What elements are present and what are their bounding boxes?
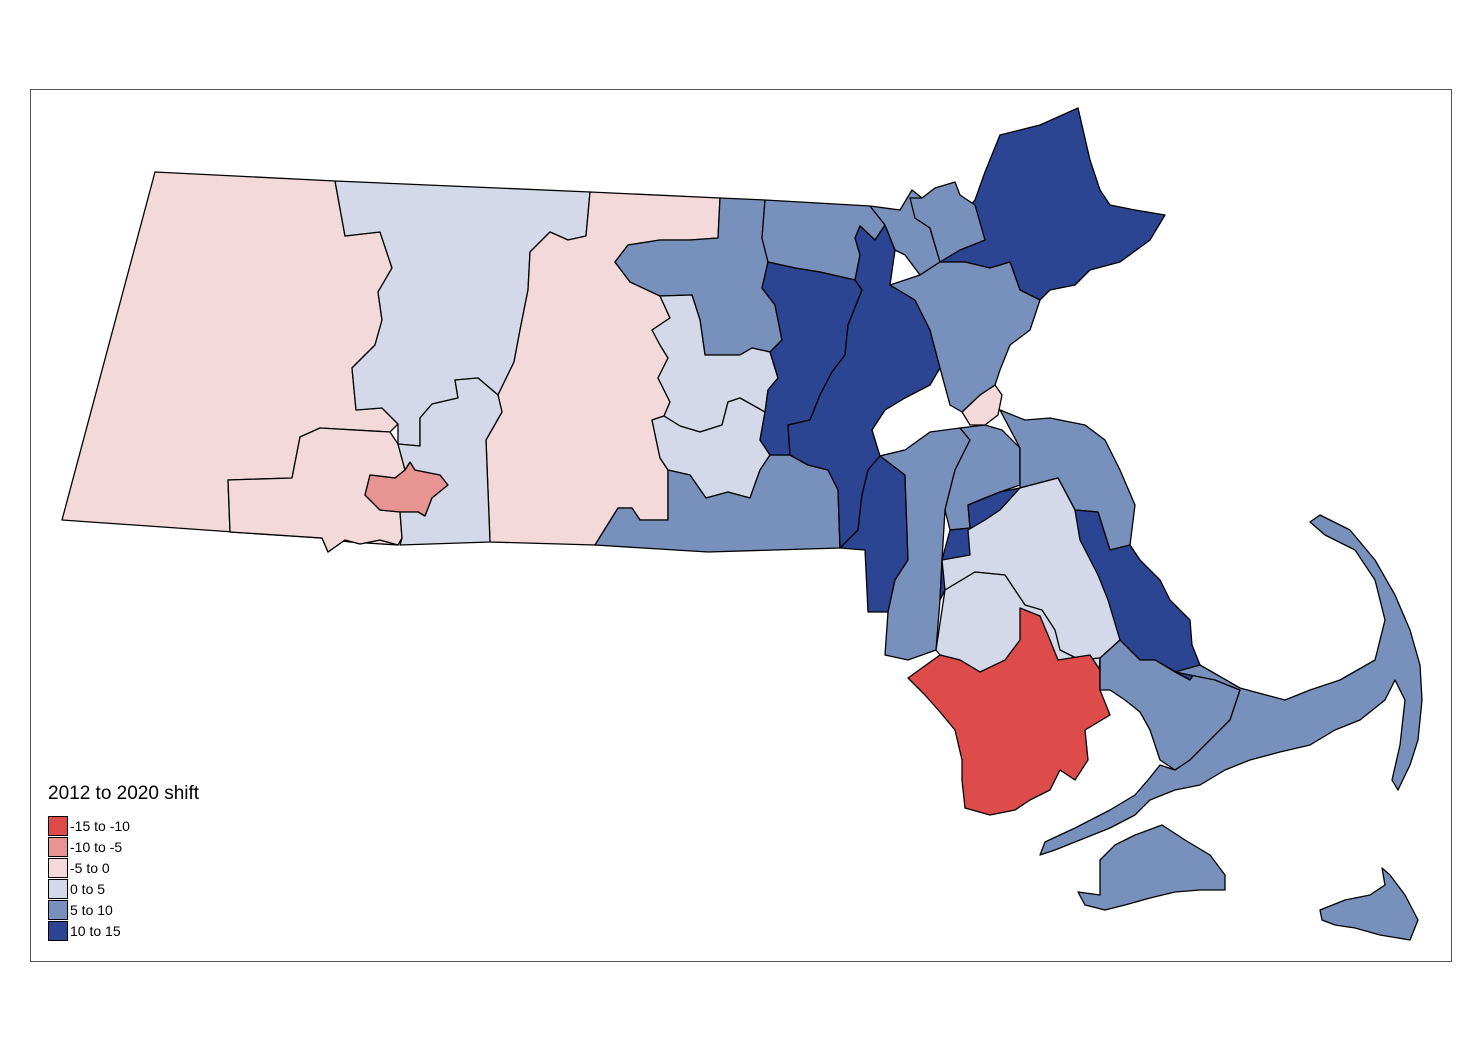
legend-item: -15 to -10 <box>48 815 199 836</box>
district-cape-cod[interactable] <box>1039 514 1423 856</box>
legend-item: 5 to 10 <box>48 899 199 920</box>
legend-item: 10 to 15 <box>48 920 199 941</box>
district-bristol-southwest[interactable] <box>907 607 1111 816</box>
legend-swatch <box>48 836 68 857</box>
district-marthas-vineyard[interactable] <box>1077 824 1226 911</box>
district-middlesex-inner[interactable] <box>889 261 1041 413</box>
legend-label: -10 to -5 <box>70 838 123 855</box>
district-essex-west[interactable] <box>909 181 986 263</box>
legend-label: 5 to 10 <box>70 901 113 918</box>
legend-item: -5 to 0 <box>48 857 199 878</box>
legend-swatch <box>48 857 68 878</box>
district-suffolk-boston[interactable] <box>961 384 1003 426</box>
legend-item: -10 to -5 <box>48 836 199 857</box>
legend-swatch <box>48 899 68 920</box>
legend-label: 0 to 5 <box>70 880 106 897</box>
legend-label: -5 to 0 <box>70 859 110 876</box>
district-hampden-central[interactable] <box>397 377 503 546</box>
legend-swatch <box>48 878 68 899</box>
legend-label: -15 to -10 <box>70 817 130 834</box>
legend-swatch <box>48 920 68 941</box>
legend-title: 2012 to 2020 shift <box>48 783 200 804</box>
district-nantucket[interactable] <box>1319 867 1419 941</box>
legend-label: 10 to 15 <box>70 922 121 939</box>
legend-swatch <box>48 815 68 836</box>
legend-item: 0 to 5 <box>48 878 199 899</box>
map-legend: 2012 to 2020 shift -15 to -10 -10 to -5 … <box>48 783 199 941</box>
